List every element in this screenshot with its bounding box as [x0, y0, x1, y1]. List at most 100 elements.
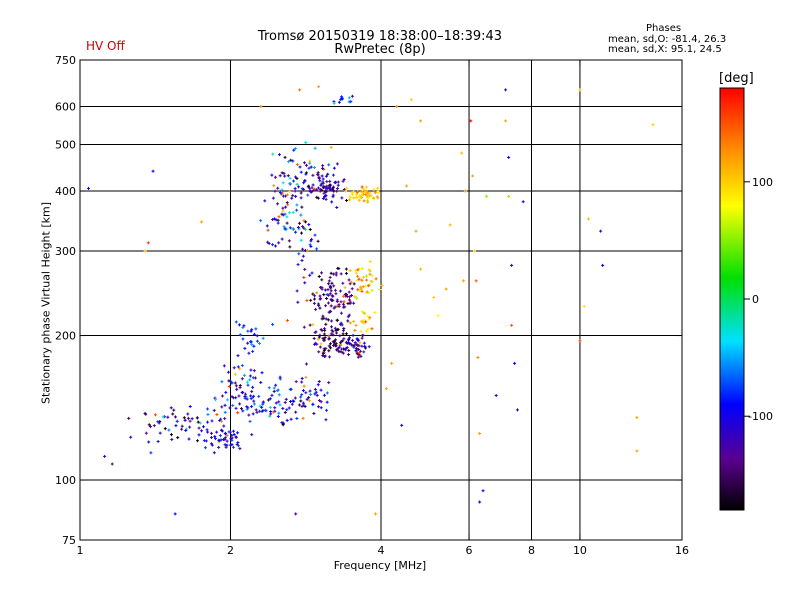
- data-point: [326, 282, 330, 286]
- data-point: [348, 321, 352, 325]
- x-tick-label: 2: [227, 544, 234, 557]
- data-point: [380, 283, 384, 287]
- data-point: [358, 285, 362, 289]
- data-point: [332, 284, 336, 288]
- data-point: [281, 423, 285, 427]
- data-point: [329, 342, 333, 346]
- data-point: [296, 225, 300, 229]
- data-point: [481, 489, 485, 493]
- data-point: [375, 195, 379, 199]
- data-point: [356, 355, 360, 359]
- data-point: [226, 398, 230, 402]
- data-point: [345, 186, 349, 190]
- data-point: [261, 336, 265, 340]
- data-point: [300, 258, 304, 262]
- data-point: [261, 402, 265, 406]
- data-point: [297, 227, 301, 231]
- data-point: [326, 301, 330, 305]
- data-point: [329, 271, 333, 275]
- data-point: [252, 394, 256, 398]
- data-point: [209, 431, 213, 435]
- data-point: [333, 326, 337, 330]
- data-point: [110, 462, 114, 466]
- data-point: [351, 338, 355, 342]
- data-point: [301, 247, 305, 251]
- data-point: [229, 443, 233, 447]
- data-point: [348, 298, 352, 302]
- colorbar-ticks: -100 0 100: [744, 176, 773, 423]
- data-point: [276, 415, 280, 419]
- data-point: [316, 405, 320, 409]
- data-point: [510, 323, 514, 327]
- data-point: [348, 341, 352, 345]
- data-point: [280, 171, 284, 175]
- data-point: [332, 166, 336, 170]
- data-point: [280, 188, 284, 192]
- data-point: [175, 419, 179, 423]
- hv-status-label: HV Off: [86, 39, 125, 53]
- data-point: [312, 166, 316, 170]
- y-tick-label: 600: [55, 101, 76, 114]
- data-point: [273, 244, 277, 248]
- data-point: [316, 239, 320, 243]
- data-point: [283, 174, 287, 178]
- data-point: [330, 319, 334, 323]
- data-point: [329, 346, 333, 350]
- data-point: [291, 227, 295, 231]
- data-point: [370, 327, 374, 331]
- data-point: [308, 161, 312, 165]
- data-point: [359, 287, 363, 291]
- stats-o-mode: mean, sd,O: -81.4, 26.3: [608, 34, 727, 45]
- data-point: [166, 415, 170, 419]
- data-point: [294, 230, 298, 234]
- data-point: [330, 281, 334, 285]
- data-point: [325, 296, 329, 300]
- data-point: [234, 406, 238, 410]
- data-point: [360, 319, 364, 323]
- data-point: [285, 318, 289, 322]
- data-point: [190, 417, 194, 421]
- data-point: [224, 445, 228, 449]
- data-point: [351, 333, 355, 337]
- data-point: [334, 338, 338, 342]
- data-point: [347, 96, 351, 100]
- y-tick-label: 100: [55, 474, 76, 487]
- data-point: [241, 326, 245, 330]
- y-tick-label: 500: [55, 139, 76, 152]
- data-point: [295, 416, 299, 420]
- data-point: [332, 272, 336, 276]
- data-point: [346, 319, 350, 323]
- data-point: [306, 249, 310, 253]
- data-point: [282, 225, 286, 229]
- data-point: [494, 394, 498, 398]
- data-point: [301, 225, 305, 229]
- data-point: [318, 345, 322, 349]
- data-point: [280, 212, 284, 216]
- data-point: [319, 388, 323, 392]
- data-point: [328, 292, 332, 296]
- data-point: [322, 332, 326, 336]
- data-point: [364, 185, 368, 189]
- data-point: [223, 443, 227, 447]
- data-point: [322, 316, 326, 320]
- data-point: [295, 208, 299, 212]
- data-point: [357, 344, 361, 348]
- data-point: [213, 435, 217, 439]
- data-point: [292, 179, 296, 183]
- data-point: [436, 314, 440, 318]
- data-point: [268, 414, 272, 418]
- data-point: [235, 387, 239, 391]
- data-point: [310, 271, 314, 275]
- data-point: [313, 233, 317, 237]
- data-point: [320, 271, 324, 275]
- data-point: [360, 266, 364, 270]
- data-point: [271, 152, 275, 156]
- data-point: [281, 406, 285, 410]
- data-point: [206, 430, 210, 434]
- data-point: [270, 393, 274, 397]
- data-point: [203, 446, 207, 450]
- data-point: [324, 322, 328, 326]
- data-point: [341, 179, 345, 183]
- data-point: [362, 350, 366, 354]
